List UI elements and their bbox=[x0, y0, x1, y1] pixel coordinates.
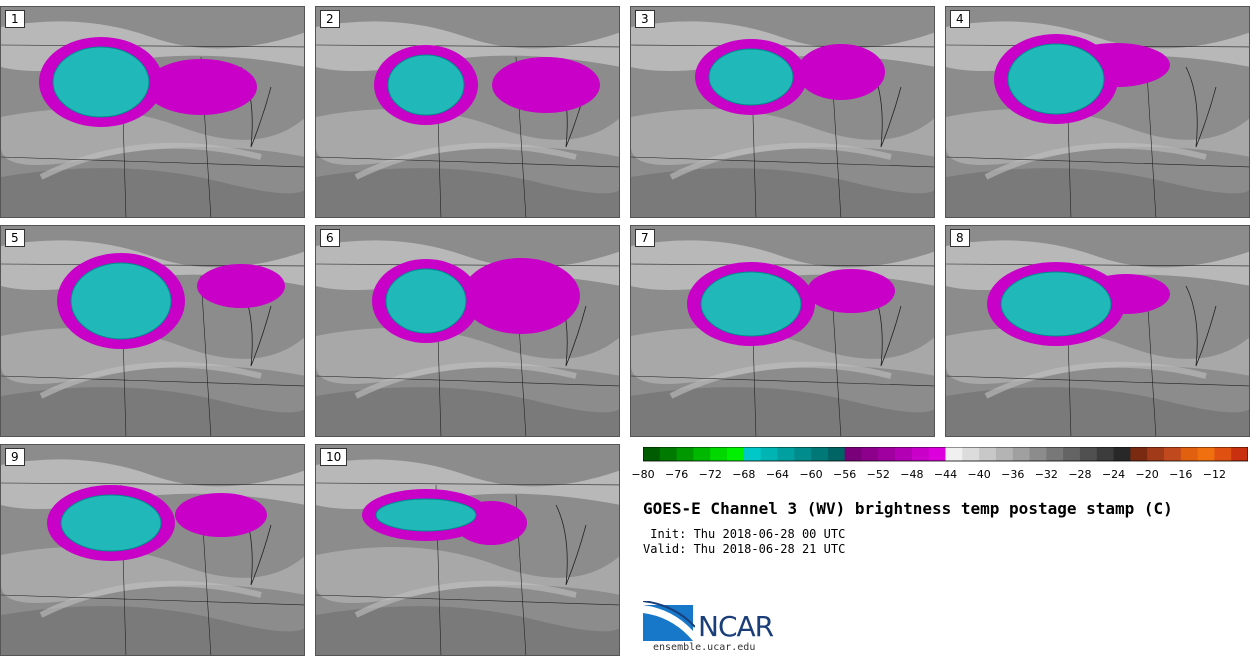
colorbar-tick: −16 bbox=[1169, 468, 1193, 481]
colorbar-bin bbox=[1180, 447, 1199, 461]
colorbar-bin bbox=[844, 447, 862, 461]
colorbar-tick: −36 bbox=[1001, 468, 1025, 481]
colorbar-tick: −12 bbox=[1202, 468, 1226, 481]
colorbar-bin bbox=[1147, 447, 1165, 461]
panel-label: 7 bbox=[635, 229, 655, 247]
logo-name: NCAR bbox=[698, 610, 774, 643]
stamp-panel-2: 2 bbox=[315, 6, 620, 218]
init-time: Init: Thu 2018-06-28 00 UTC bbox=[643, 527, 846, 541]
colorbar-bin bbox=[861, 447, 879, 461]
colorbar-bin bbox=[811, 447, 829, 461]
colorbar-bin bbox=[962, 447, 980, 461]
colorbar-bin bbox=[1096, 447, 1115, 461]
colorbar-bin bbox=[760, 447, 778, 461]
colorbar-bin bbox=[1046, 447, 1064, 461]
stamp-panel-1: 1 bbox=[0, 6, 305, 218]
colorbar-bin bbox=[911, 447, 930, 461]
ncar-logo-icon bbox=[643, 601, 695, 641]
colorbar-tick: −40 bbox=[967, 468, 991, 481]
stamp-panel-3: 3 bbox=[630, 6, 935, 218]
colorbar-bin bbox=[945, 447, 963, 461]
colorbar-bin bbox=[1113, 447, 1131, 461]
valid-time: Valid: Thu 2018-06-28 21 UTC bbox=[643, 542, 846, 556]
colorbar-bin bbox=[727, 447, 745, 461]
colorbar-tick: −56 bbox=[833, 468, 857, 481]
colorbar-tick: −80 bbox=[631, 468, 655, 481]
colorbar-bin bbox=[643, 447, 661, 461]
colorbar-bin bbox=[1214, 447, 1232, 461]
colorbar-bin bbox=[827, 447, 846, 461]
colorbar-bin bbox=[1029, 447, 1047, 461]
colorbar-tick: −20 bbox=[1135, 468, 1159, 481]
colorbar-bin bbox=[1012, 447, 1031, 461]
colorbar-tick: −44 bbox=[933, 468, 958, 481]
stamp-panel-10: 10 bbox=[315, 444, 620, 656]
colorbar-bin bbox=[1197, 447, 1215, 461]
colorbar-bin bbox=[878, 447, 896, 461]
logo-url: ensemble.ucar.edu bbox=[653, 642, 756, 653]
colorbar-bin bbox=[928, 447, 946, 461]
stamp-panel-9: 9 bbox=[0, 444, 305, 656]
colorbar-bin bbox=[1079, 447, 1098, 461]
panel-label: 1 bbox=[5, 10, 25, 28]
stamp-panel-4: 4 bbox=[945, 6, 1250, 218]
colorbar-bin bbox=[777, 447, 795, 461]
colorbar-bin bbox=[995, 447, 1014, 461]
panel-label: 10 bbox=[320, 448, 348, 466]
stamp-panel-5: 5 bbox=[0, 225, 305, 437]
colorbar-tick: −28 bbox=[1068, 468, 1092, 481]
colorbar-bin bbox=[1163, 447, 1182, 461]
panel-label: 3 bbox=[635, 10, 655, 28]
colorbar-bin bbox=[693, 447, 711, 461]
panel-label: 8 bbox=[950, 229, 970, 247]
stamp-panel-8: 8 bbox=[945, 225, 1250, 437]
panel-label: 4 bbox=[950, 10, 970, 28]
stamp-panel-7: 7 bbox=[630, 225, 935, 437]
figure-title: GOES-E Channel 3 (WV) brightness temp po… bbox=[643, 499, 1173, 518]
colorbar-tick: −52 bbox=[866, 468, 890, 481]
colorbar-bin bbox=[895, 447, 913, 461]
colorbar-tick: −72 bbox=[698, 468, 722, 481]
panel-label: 6 bbox=[320, 229, 340, 247]
panel-label: 9 bbox=[5, 448, 25, 466]
stamp-panel-6: 6 bbox=[315, 225, 620, 437]
colorbar-bin bbox=[710, 447, 728, 461]
panel-label: 2 bbox=[320, 10, 340, 28]
colorbar-tick: −76 bbox=[665, 468, 689, 481]
colorbar-tick: −64 bbox=[765, 468, 790, 481]
colorbar-bin bbox=[794, 447, 812, 461]
colorbar-tick: −24 bbox=[1101, 468, 1126, 481]
colorbar-tick: −32 bbox=[1034, 468, 1058, 481]
colorbar-bin bbox=[743, 447, 762, 461]
colorbar bbox=[643, 447, 1248, 462]
colorbar-tick: −48 bbox=[900, 468, 924, 481]
colorbar-bin bbox=[979, 447, 997, 461]
colorbar-tick: −68 bbox=[732, 468, 756, 481]
colorbar-bin bbox=[659, 447, 678, 461]
panel-label: 5 bbox=[5, 229, 25, 247]
colorbar-bin bbox=[676, 447, 694, 461]
colorbar-bin bbox=[1063, 447, 1081, 461]
colorbar-bin bbox=[1231, 447, 1248, 461]
colorbar-tick: −60 bbox=[799, 468, 823, 481]
colorbar-bin bbox=[1130, 447, 1148, 461]
